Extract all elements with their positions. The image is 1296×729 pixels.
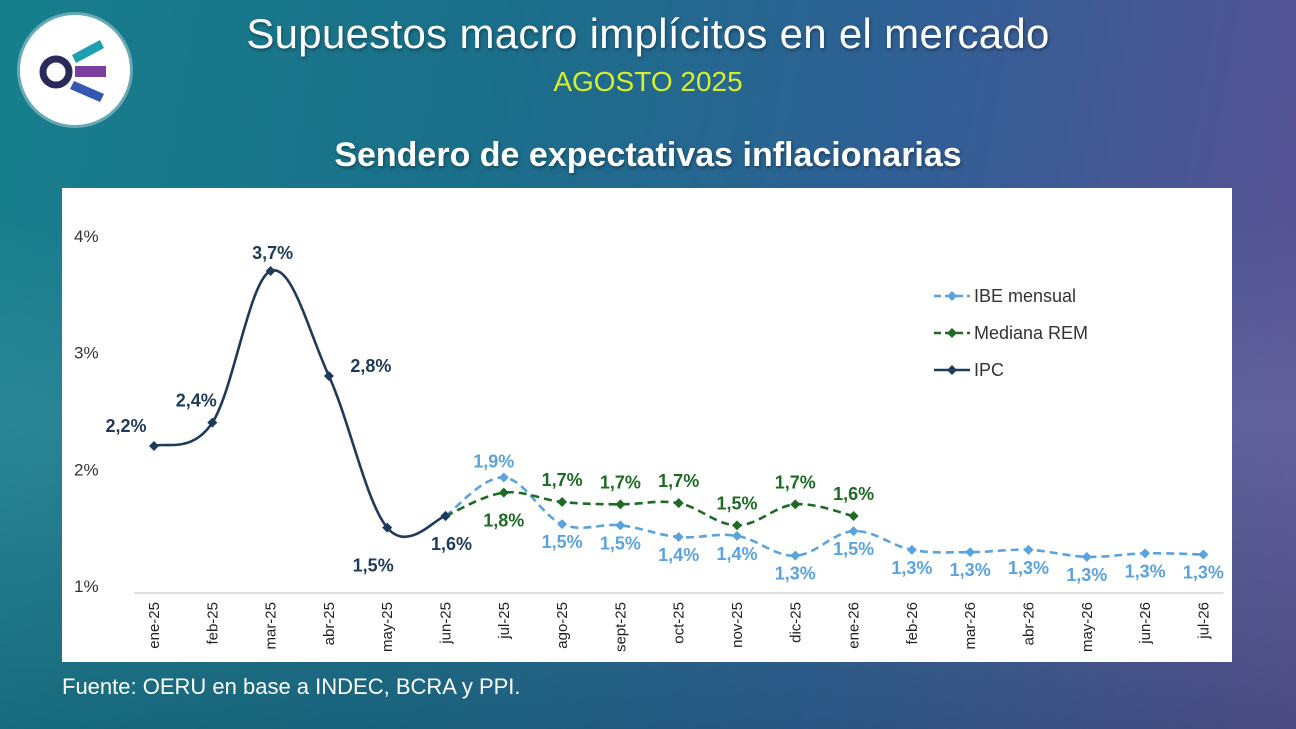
data-label-ibe: 1,3% (1183, 563, 1224, 583)
x-tick-label: jun-26 (1137, 602, 1154, 645)
data-label-rem: 1,7% (542, 470, 583, 490)
data-point-rem (615, 499, 626, 510)
data-point-ipc (265, 266, 276, 276)
legend-label-ibe: IBE mensual (974, 286, 1076, 306)
data-label-ipc: 3,7% (252, 243, 293, 263)
legend-label-rem: Mediana REM (974, 323, 1088, 343)
data-label-ipc: 1,5% (353, 556, 394, 576)
legend-label-ipc: IPC (974, 360, 1004, 380)
y-tick-label: 3% (74, 344, 99, 363)
data-point-ibe (615, 520, 626, 531)
data-label-rem: 1,6% (833, 484, 874, 504)
page-title: Supuestos macro implícitos en el mercado (246, 10, 1050, 57)
y-tick-label: 1% (74, 577, 99, 596)
data-label-rem: 1,5% (716, 493, 757, 513)
data-point-ibe (1140, 548, 1151, 559)
x-tick-label: may-25 (379, 602, 396, 652)
data-point-ipc (207, 417, 218, 428)
data-point-ibe (498, 472, 509, 483)
data-point-ibe (1198, 549, 1209, 560)
data-point-ibe (790, 550, 801, 561)
x-tick-label: feb-25 (204, 602, 221, 645)
logo (20, 15, 130, 125)
data-label-ibe: 1,3% (1066, 565, 1107, 585)
legend-item-ibe: IBE mensual (934, 286, 1076, 306)
data-point-ibe (1023, 544, 1034, 555)
data-label-ipc: 1,6% (431, 534, 472, 554)
data-point-rem (790, 499, 801, 510)
data-point-rem (673, 498, 684, 509)
data-point-ibe (848, 526, 859, 537)
y-tick-label: 2% (74, 460, 99, 479)
data-point-rem (498, 487, 509, 498)
x-tick-label: abr-25 (321, 602, 338, 645)
data-label-ibe: 1,5% (833, 539, 874, 559)
oeru-logo-icon (39, 40, 106, 102)
data-label-ibe: 1,3% (1125, 561, 1166, 581)
data-point-ipc (149, 441, 159, 451)
legend-marker-ipc (947, 365, 957, 375)
legend-marker-rem (947, 328, 957, 338)
data-label-ibe: 1,3% (1008, 558, 1049, 578)
series-line-rem (444, 490, 854, 527)
x-tick-label: ago-25 (554, 602, 571, 649)
x-tick-label: dic-25 (787, 602, 804, 643)
data-label-rem: 1,7% (600, 472, 641, 492)
x-tick-label: may-26 (1079, 602, 1096, 652)
data-point-ibe (906, 544, 917, 555)
x-tick-label: nov-25 (729, 602, 746, 648)
legend-item-ipc: IPC (934, 360, 1004, 380)
x-tick-label: jul-25 (496, 602, 513, 640)
data-point-ibe (732, 530, 742, 541)
data-label-ibe: 1,5% (542, 532, 583, 552)
data-label-ibe: 1,9% (473, 452, 514, 472)
x-tick-label: oct-25 (671, 602, 688, 644)
data-label-rem: 1,8% (483, 511, 524, 531)
y-tick-label: 4% (74, 227, 99, 246)
x-tick-label: ene-26 (846, 602, 863, 649)
data-label-ibe: 1,3% (891, 558, 932, 578)
data-label-ibe: 1,3% (775, 564, 816, 584)
data-point-ibe (557, 519, 568, 530)
data-label-ibe: 1,4% (658, 545, 699, 565)
data-label-rem: 1,7% (775, 472, 816, 492)
data-point-ibe (1081, 551, 1092, 562)
source-note: Fuente: OERU en base a INDEC, BCRA y PPI… (62, 674, 521, 699)
data-label-ibe: 1,3% (950, 560, 991, 580)
data-point-ipc (382, 522, 393, 533)
data-label-ipc: 2,4% (176, 391, 217, 411)
legend-marker-ibe (947, 291, 957, 301)
chart-panel: 1% 2% 3% 4% ene-25 feb-25 mar-25 abr-25 may-25 ju… (62, 188, 1232, 662)
x-tick-label: ene-25 (146, 602, 163, 649)
x-tick-label: jun-25 (438, 602, 455, 645)
data-label-ibe: 1,4% (716, 544, 757, 564)
x-tick-label: abr-26 (1021, 602, 1038, 645)
data-label-ipc: 2,2% (105, 416, 146, 436)
page-subtitle: AGOSTO 2025 (553, 66, 743, 97)
data-point-ipc (323, 371, 334, 381)
x-tick-label: sept-25 (612, 602, 629, 652)
data-label-ibe: 1,5% (600, 533, 641, 553)
x-tick-label: mar-25 (263, 602, 280, 650)
data-label-rem: 1,7% (658, 471, 699, 491)
x-tick-label: jul-26 (1195, 602, 1212, 640)
data-point-ibe (673, 532, 684, 542)
data-label-ipc: 2,8% (350, 356, 391, 376)
data-point-ipc (440, 511, 451, 521)
data-point-rem (732, 520, 742, 531)
data-point-ibe (965, 547, 976, 558)
data-point-rem (848, 511, 859, 521)
chart-title: Sendero de expectativas inflacionarias (334, 136, 962, 174)
data-point-rem (557, 497, 568, 507)
x-tick-label: feb-26 (904, 602, 921, 645)
legend-item-rem: Mediana REM (934, 323, 1088, 343)
x-tick-label: mar-26 (962, 602, 979, 650)
line-chart: 1% 2% 3% 4% ene-25 feb-25 mar-25 abr-25 may-25 ju… (74, 227, 1224, 652)
